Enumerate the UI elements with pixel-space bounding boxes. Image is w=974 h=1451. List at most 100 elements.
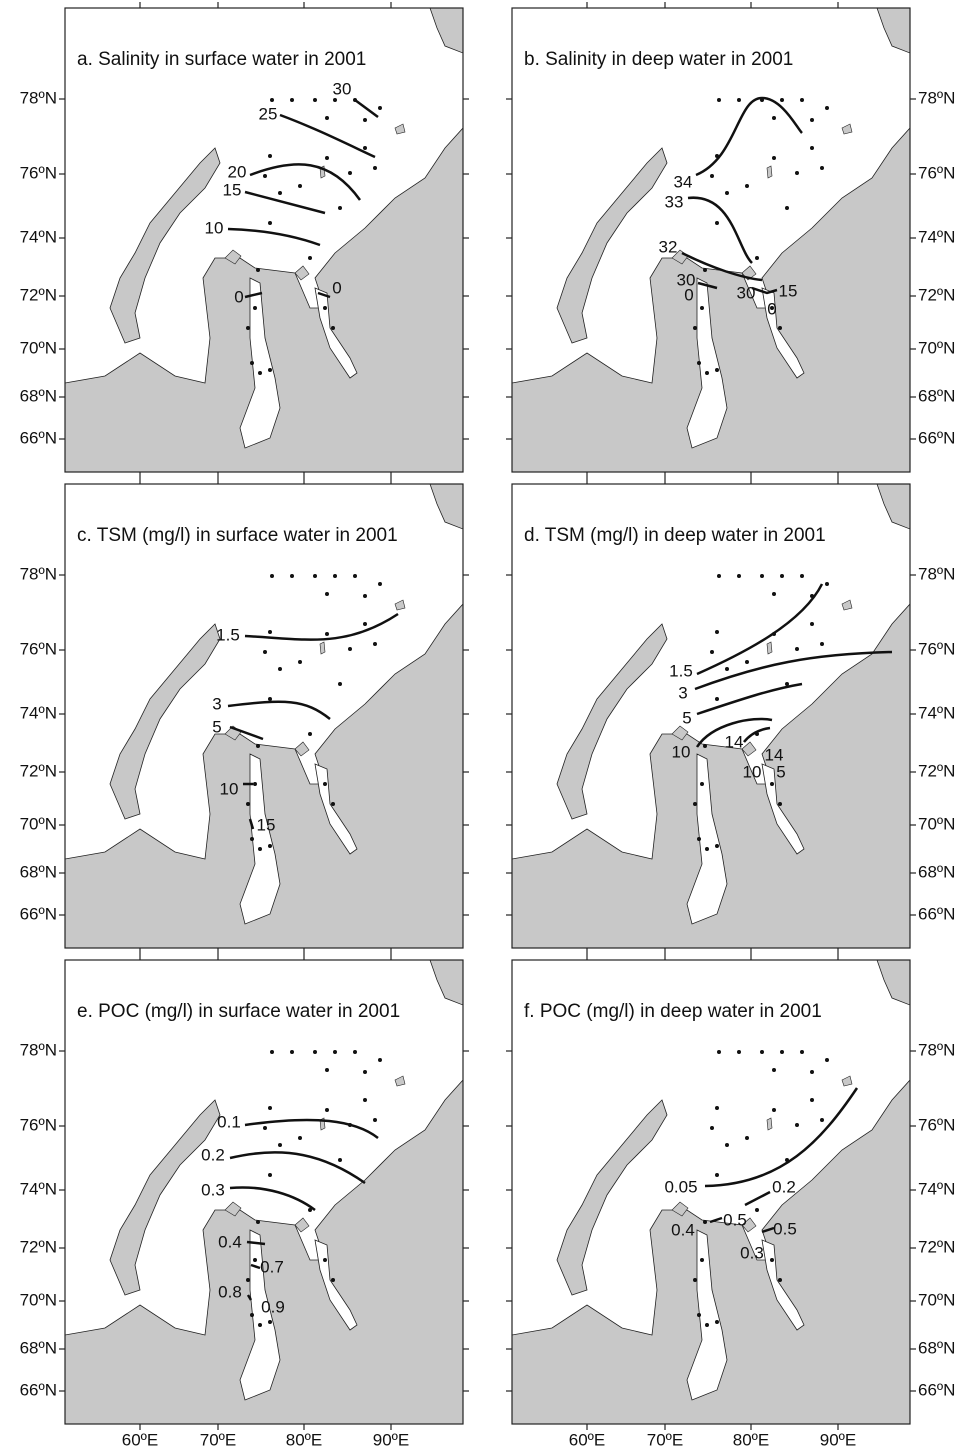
latitude-label: 78ºN [20,88,57,107]
contour-line [246,1240,266,1246]
contour-label: 15 [223,180,242,199]
contour-label: 30 [333,79,352,98]
contour-label: 5 [776,762,785,781]
latitude-label: 76ºN [918,639,955,658]
contour-line [229,1186,316,1212]
latitude-label: 70ºN [918,1290,955,1309]
longitude-label: 70ºE [200,1430,236,1449]
latitude-label: 74ºN [20,1179,57,1198]
longitude-label: 90ºE [373,0,409,1]
contour-label: 0 [684,285,693,304]
panel-title: f. POC (mg/l) in deep water in 2001 [524,1001,822,1022]
contour-line [687,196,753,264]
contour-line [694,650,893,691]
longitude-label: 60ºE [122,1430,158,1449]
contour-label: 0.5 [773,1219,797,1238]
panel-frame [511,959,911,1425]
contour-label: 10 [205,218,224,237]
latitude-label: 66ºN [20,904,57,923]
contour-line [244,190,326,215]
latitude-label: 72ºN [20,761,57,780]
contour-label: 10 [743,762,762,781]
contour-label: 0.9 [261,1297,285,1316]
latitude-label: 68ºN [918,862,955,881]
latitude-label: 74ºN [918,1179,955,1198]
panel-title: a. Salinity in surface water in 2001 [77,49,366,70]
contour-line [681,251,763,282]
contour-line [249,163,362,201]
panel-frame [511,7,911,473]
panel-title: c. TSM (mg/l) in surface water in 2001 [77,525,398,546]
map-panel: 0.1 0.2 0.3 0.4 0.7 0.8 0.9 e. POC (mg/l) in su… [20,954,469,1449]
latitude-label: 70ºN [20,814,57,833]
latitude-label: 68ºN [20,1338,57,1357]
panel-title: b. Salinity in deep water in 2001 [524,49,793,70]
landmass [512,8,910,472]
latitude-label: 74ºN [20,227,57,246]
contour-line [248,818,255,830]
latitude-label: 70ºN [918,814,955,833]
contour-line [744,1190,771,1207]
latitude-label: 72ºN [918,761,955,780]
contour-line [246,1294,253,1301]
contour-line [697,281,718,290]
contour-label: 0.1 [217,1112,241,1131]
latitude-label: 70ºN [20,338,57,357]
latitude-label: 70ºN [20,1290,57,1309]
latitude-label: 66ºN [918,904,955,923]
contour-label: 20 [228,162,247,181]
contour-line [696,583,824,676]
latitude-label: 74ºN [20,703,57,722]
contour-label: 0 [767,299,776,318]
contour-label: 25 [259,104,278,123]
longitude-label: 80ºE [286,0,322,1]
contour-line [695,96,803,177]
contour-line [250,1263,261,1270]
contour-line [279,113,376,159]
longitude-label: 80ºE [286,1430,322,1449]
contour-label: 3 [212,694,221,713]
latitude-label: 72ºN [918,1237,955,1256]
contour-label: 0 [332,278,341,297]
contour-line [354,98,379,119]
contour-label: 15 [779,281,798,300]
latitude-label: 78ºN [918,1040,955,1059]
contour-line [695,717,773,748]
contour-label: 10 [672,742,691,761]
latitude-label: 68ºN [20,862,57,881]
contour-line [227,700,331,720]
contour-line [704,1087,859,1188]
contour-label: 1.5 [669,661,693,680]
latitude-label: 74ºN [918,703,955,722]
longitude-label: 70ºE [647,0,683,1]
landmass [512,484,910,948]
contour-label: 0.5 [723,1210,747,1229]
latitude-label: 66ºN [918,1380,955,1399]
latitude-label: 76ºN [20,163,57,182]
contour-line [229,725,264,741]
contour-label: 14 [765,745,784,764]
latitude-label: 68ºN [918,1338,955,1357]
longitude-label: 70ºE [647,1430,683,1449]
longitude-label: 60ºE [569,1430,605,1449]
panel-frame [64,483,464,949]
contour-line [244,612,399,641]
latitude-label: 72ºN [20,1237,57,1256]
longitude-label: 70ºE [200,0,236,1]
panel-title: e. POC (mg/l) in surface water in 2001 [77,1001,400,1022]
panel-frame [511,483,911,949]
contour-line [317,291,331,299]
contour-label: 10 [220,779,239,798]
contour-line [244,291,263,299]
map-content [65,960,463,1424]
latitude-label: 72ºN [918,285,955,304]
contour-label: 0.2 [772,1177,796,1196]
latitude-label: 76ºN [918,1115,955,1134]
panel-title: d. TSM (mg/l) in deep water in 2001 [524,525,826,546]
landmass [65,960,463,1424]
contour-label: 30 [737,283,756,302]
contour-line [751,286,778,295]
latitude-label: 76ºN [20,1115,57,1134]
